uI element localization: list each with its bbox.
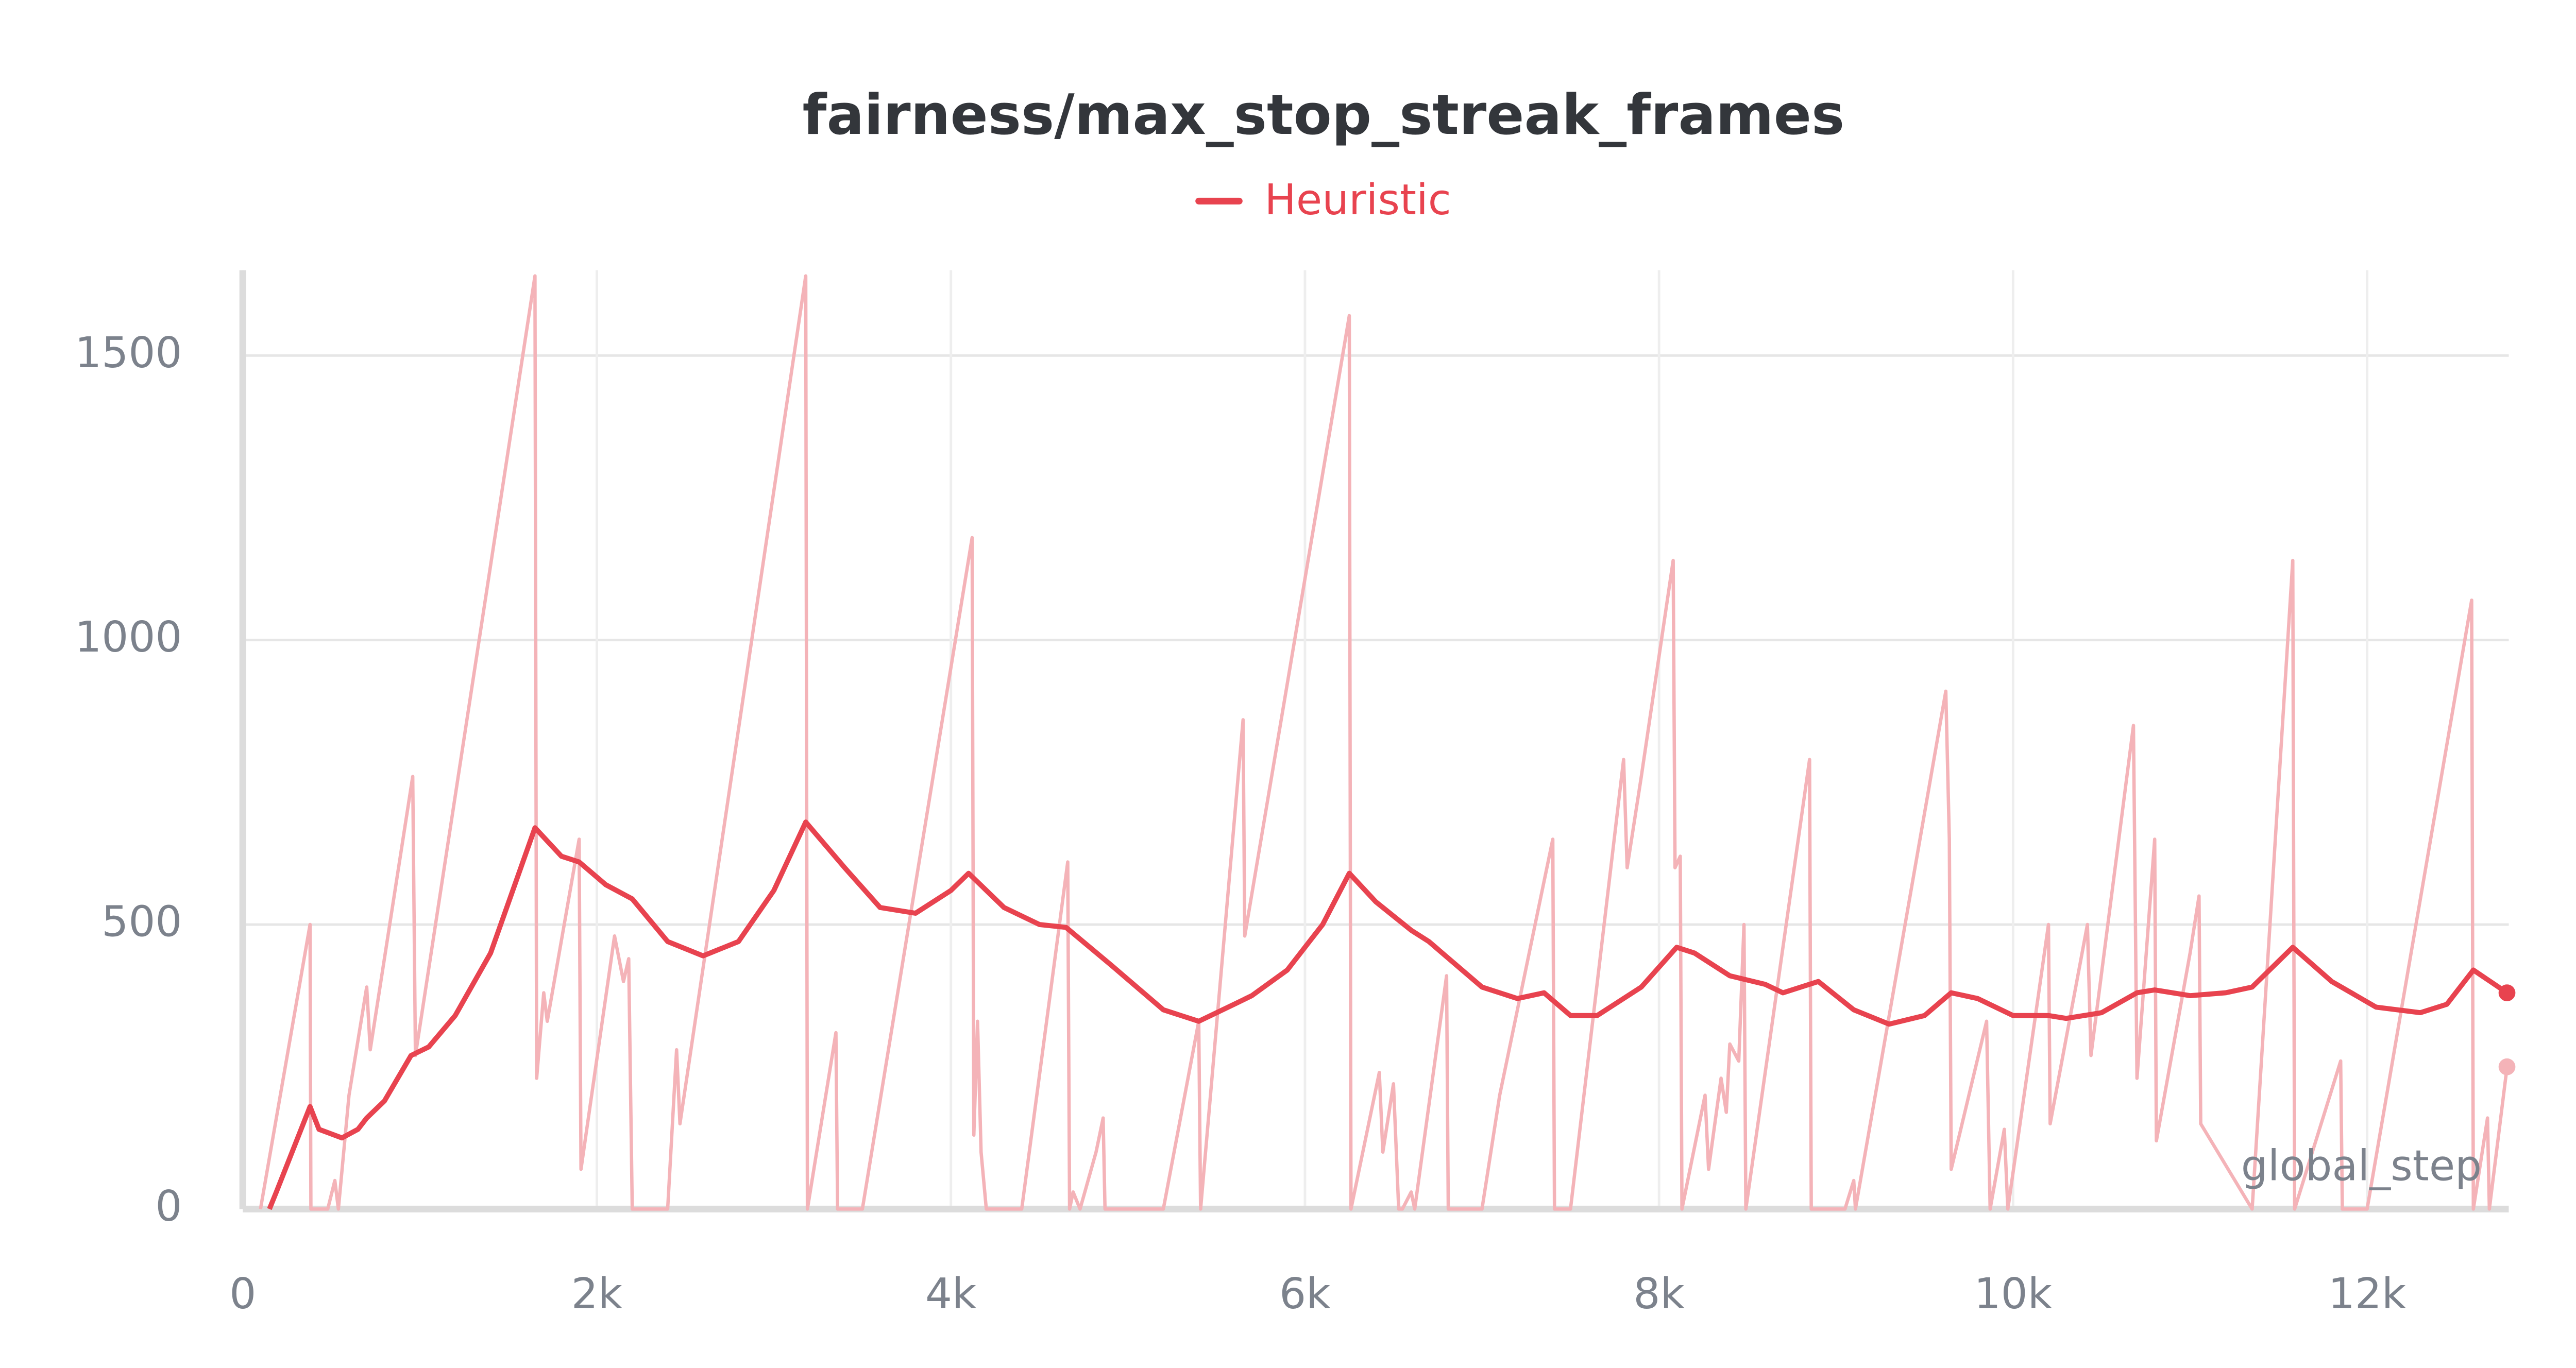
x-tick-label: 4k [925,1270,977,1319]
x-tick-label: 10k [1974,1270,2053,1319]
x-axis-label: global_step [2241,1141,2482,1190]
x-tick-label: 2k [571,1270,623,1319]
x-tick-label: 0 [229,1270,256,1319]
y-tick-label: 1000 [75,613,182,662]
y-tick-label: 0 [155,1182,182,1231]
x-tick-label: 12k [2328,1270,2406,1319]
y-tick-label: 500 [101,897,182,946]
series-line [259,274,2509,1211]
end-point [2498,984,2516,1001]
x-tick-label: 6k [1279,1270,1331,1319]
y-tick-label: 1500 [75,329,182,378]
chart-title: fairness/max_stop_streak_frames [802,83,1844,147]
end-point [2498,1058,2516,1075]
series-line [267,819,2509,1210]
legend-label: Heuristic [1264,176,1451,225]
x-tick-label: 8k [1633,1270,1685,1319]
